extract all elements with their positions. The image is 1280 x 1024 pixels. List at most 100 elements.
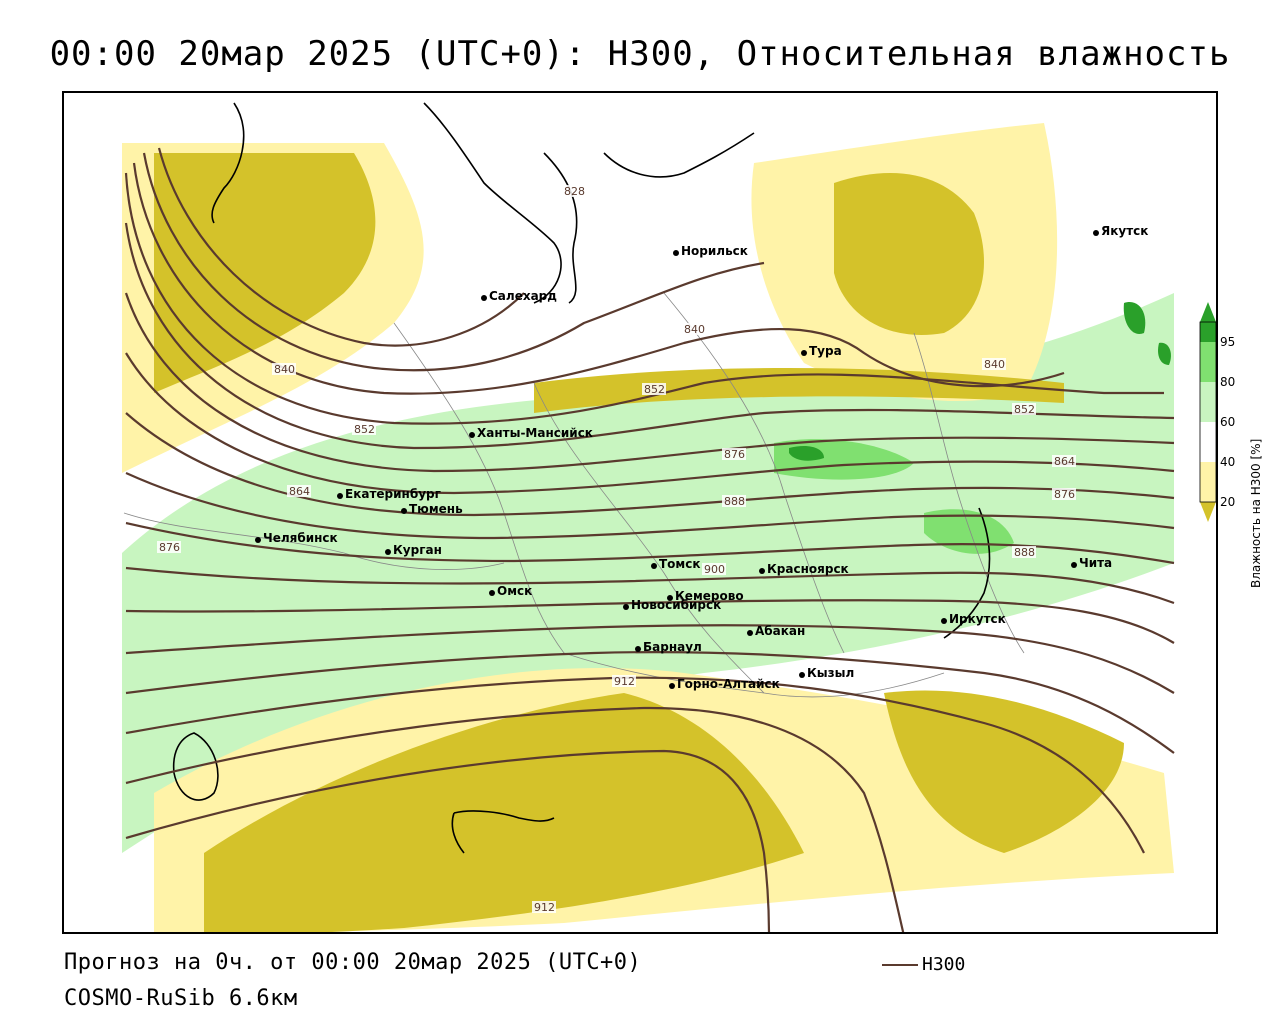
legend-swatch-80	[1200, 342, 1216, 382]
contour-label-bg	[1052, 455, 1076, 467]
city-marker-icon	[799, 672, 805, 678]
legend-swatch-40	[1200, 422, 1216, 462]
h300-contour-line	[124, 172, 1164, 425]
city-label: Челябинск	[263, 531, 338, 545]
contour-label: 852	[1014, 403, 1035, 416]
contour-label: 852	[354, 423, 375, 436]
contour-label: 876	[724, 448, 745, 461]
city-marker-icon	[469, 432, 475, 438]
contour-labels: 828 840 840 840 852 852 852 864 864 876 876 876 888 8…	[157, 185, 1076, 914]
h300-contour-line	[125, 352, 1175, 495]
city-marker-icon	[759, 568, 765, 574]
contour-line-key-label: H300	[922, 954, 966, 975]
city-marker-icon	[651, 563, 657, 569]
city-label: Абакан	[755, 624, 805, 638]
contour-label-bg	[272, 363, 296, 375]
h300-contour-line	[125, 412, 1175, 517]
contour-label-bg	[982, 358, 1006, 370]
city-marker-icon	[623, 604, 629, 610]
model-name: COSMO-RuSib 6.6км	[64, 986, 298, 1011]
map-canvas: 828 840 840 840 852 852 852 864 864 876 876 876 888 8…	[122, 102, 1175, 932]
contour-line-swatch	[882, 963, 918, 966]
legend-tick-80: 80	[1220, 375, 1235, 389]
legend-top-arrow	[1200, 302, 1216, 322]
h300-contour-line	[132, 162, 1065, 395]
contour-label-bg	[722, 495, 746, 507]
contour-label-bg	[1052, 488, 1076, 500]
city-label: Новосибирск	[631, 598, 721, 612]
city-label: Омск	[497, 584, 532, 598]
city-label: Барнаул	[643, 640, 702, 654]
legend-tick-60: 60	[1220, 415, 1235, 429]
h300-contour-line	[125, 651, 1175, 754]
city-label: Горно-Алтайск	[677, 677, 780, 691]
contour-label: 912	[534, 901, 555, 914]
dry-area-south-core	[204, 693, 804, 932]
h300-contour-line	[125, 566, 1175, 605]
city-label: Томск	[659, 557, 701, 571]
contour-label: 840	[984, 358, 1005, 371]
city-label: Иркутск	[949, 612, 1006, 626]
contour-label-bg	[562, 185, 586, 197]
h300-contour-line	[125, 471, 1175, 540]
h300-contour-line	[157, 147, 525, 347]
forecast-info: Прогноз на 0ч. от 00:00 20мар 2025 (UTC+…	[64, 950, 642, 975]
contour-label: 912	[614, 675, 635, 688]
dry-area-south-east-core	[884, 690, 1124, 853]
city-label: Екатеринбург	[345, 487, 441, 501]
city-label: Курган	[393, 543, 442, 557]
city-marker-icon	[337, 493, 343, 499]
legend-swatch-20	[1200, 462, 1216, 502]
city-label: Якутск	[1101, 224, 1148, 238]
map-frame: 828 840 840 840 852 852 852 864 864 876 876 876 888 8…	[62, 91, 1218, 934]
contour-label-bg	[157, 541, 181, 553]
contour-label: 864	[289, 485, 310, 498]
legend-tick-20: 20	[1220, 495, 1235, 509]
city-marker-icon	[1093, 230, 1099, 236]
h300-contours	[124, 147, 1175, 932]
city-markers: Норильск Якутск Салехард Тура Ханты-Мансийск…	[255, 224, 1148, 691]
contour-label-bg	[352, 423, 376, 435]
h300-contour-line	[125, 676, 1145, 854]
city-label: Чита	[1079, 556, 1112, 570]
h300-contour-line	[125, 749, 771, 932]
contour-label: 876	[1054, 488, 1075, 501]
city-marker-icon	[747, 630, 753, 636]
humidity-area-dark-green-3	[1158, 342, 1171, 365]
city-label: Кызыл	[807, 666, 854, 680]
city-label: Кемерово	[675, 589, 744, 603]
contour-label-bg	[642, 383, 666, 395]
city-label: Тюмень	[409, 502, 463, 516]
h300-contour-line	[124, 292, 1175, 473]
city-marker-icon	[667, 595, 673, 601]
contour-label-bg	[1012, 546, 1036, 558]
city-marker-icon	[385, 549, 391, 555]
city-marker-icon	[401, 508, 407, 514]
contour-label: 828	[564, 185, 585, 198]
h300-contour-line	[124, 222, 1175, 450]
coastlines	[172, 102, 991, 854]
h300-contour-line	[125, 706, 905, 932]
city-marker-icon	[255, 537, 261, 543]
legend-bottom-arrow	[1200, 502, 1216, 522]
legend-title: Влажность на H300 [%]	[1249, 439, 1263, 588]
contour-label-bg	[612, 675, 636, 687]
humidity-area-dark-green-2	[1123, 302, 1146, 334]
city-marker-icon	[669, 683, 675, 689]
contour-label-bg	[682, 323, 706, 335]
city-marker-icon	[1071, 562, 1077, 568]
city-marker-icon	[673, 250, 679, 256]
city-label: Норильск	[681, 244, 748, 258]
city-label: Тура	[809, 344, 842, 358]
city-label: Ханты-Мансийск	[477, 426, 593, 440]
h300-contour-line	[125, 599, 1175, 644]
contour-label: 888	[724, 495, 745, 508]
contour-label-bg	[702, 563, 726, 575]
map-title: 00:00 20мар 2025 (UTC+0): H300, Относите…	[49, 34, 1231, 74]
humidity-area-mid-green-2	[924, 509, 1014, 554]
h300-contour-line	[142, 152, 765, 372]
contour-label: 840	[274, 363, 295, 376]
contour-label-bg	[532, 901, 556, 913]
dry-area-north-west-core	[154, 153, 376, 393]
legend-swatch-95	[1200, 322, 1216, 342]
